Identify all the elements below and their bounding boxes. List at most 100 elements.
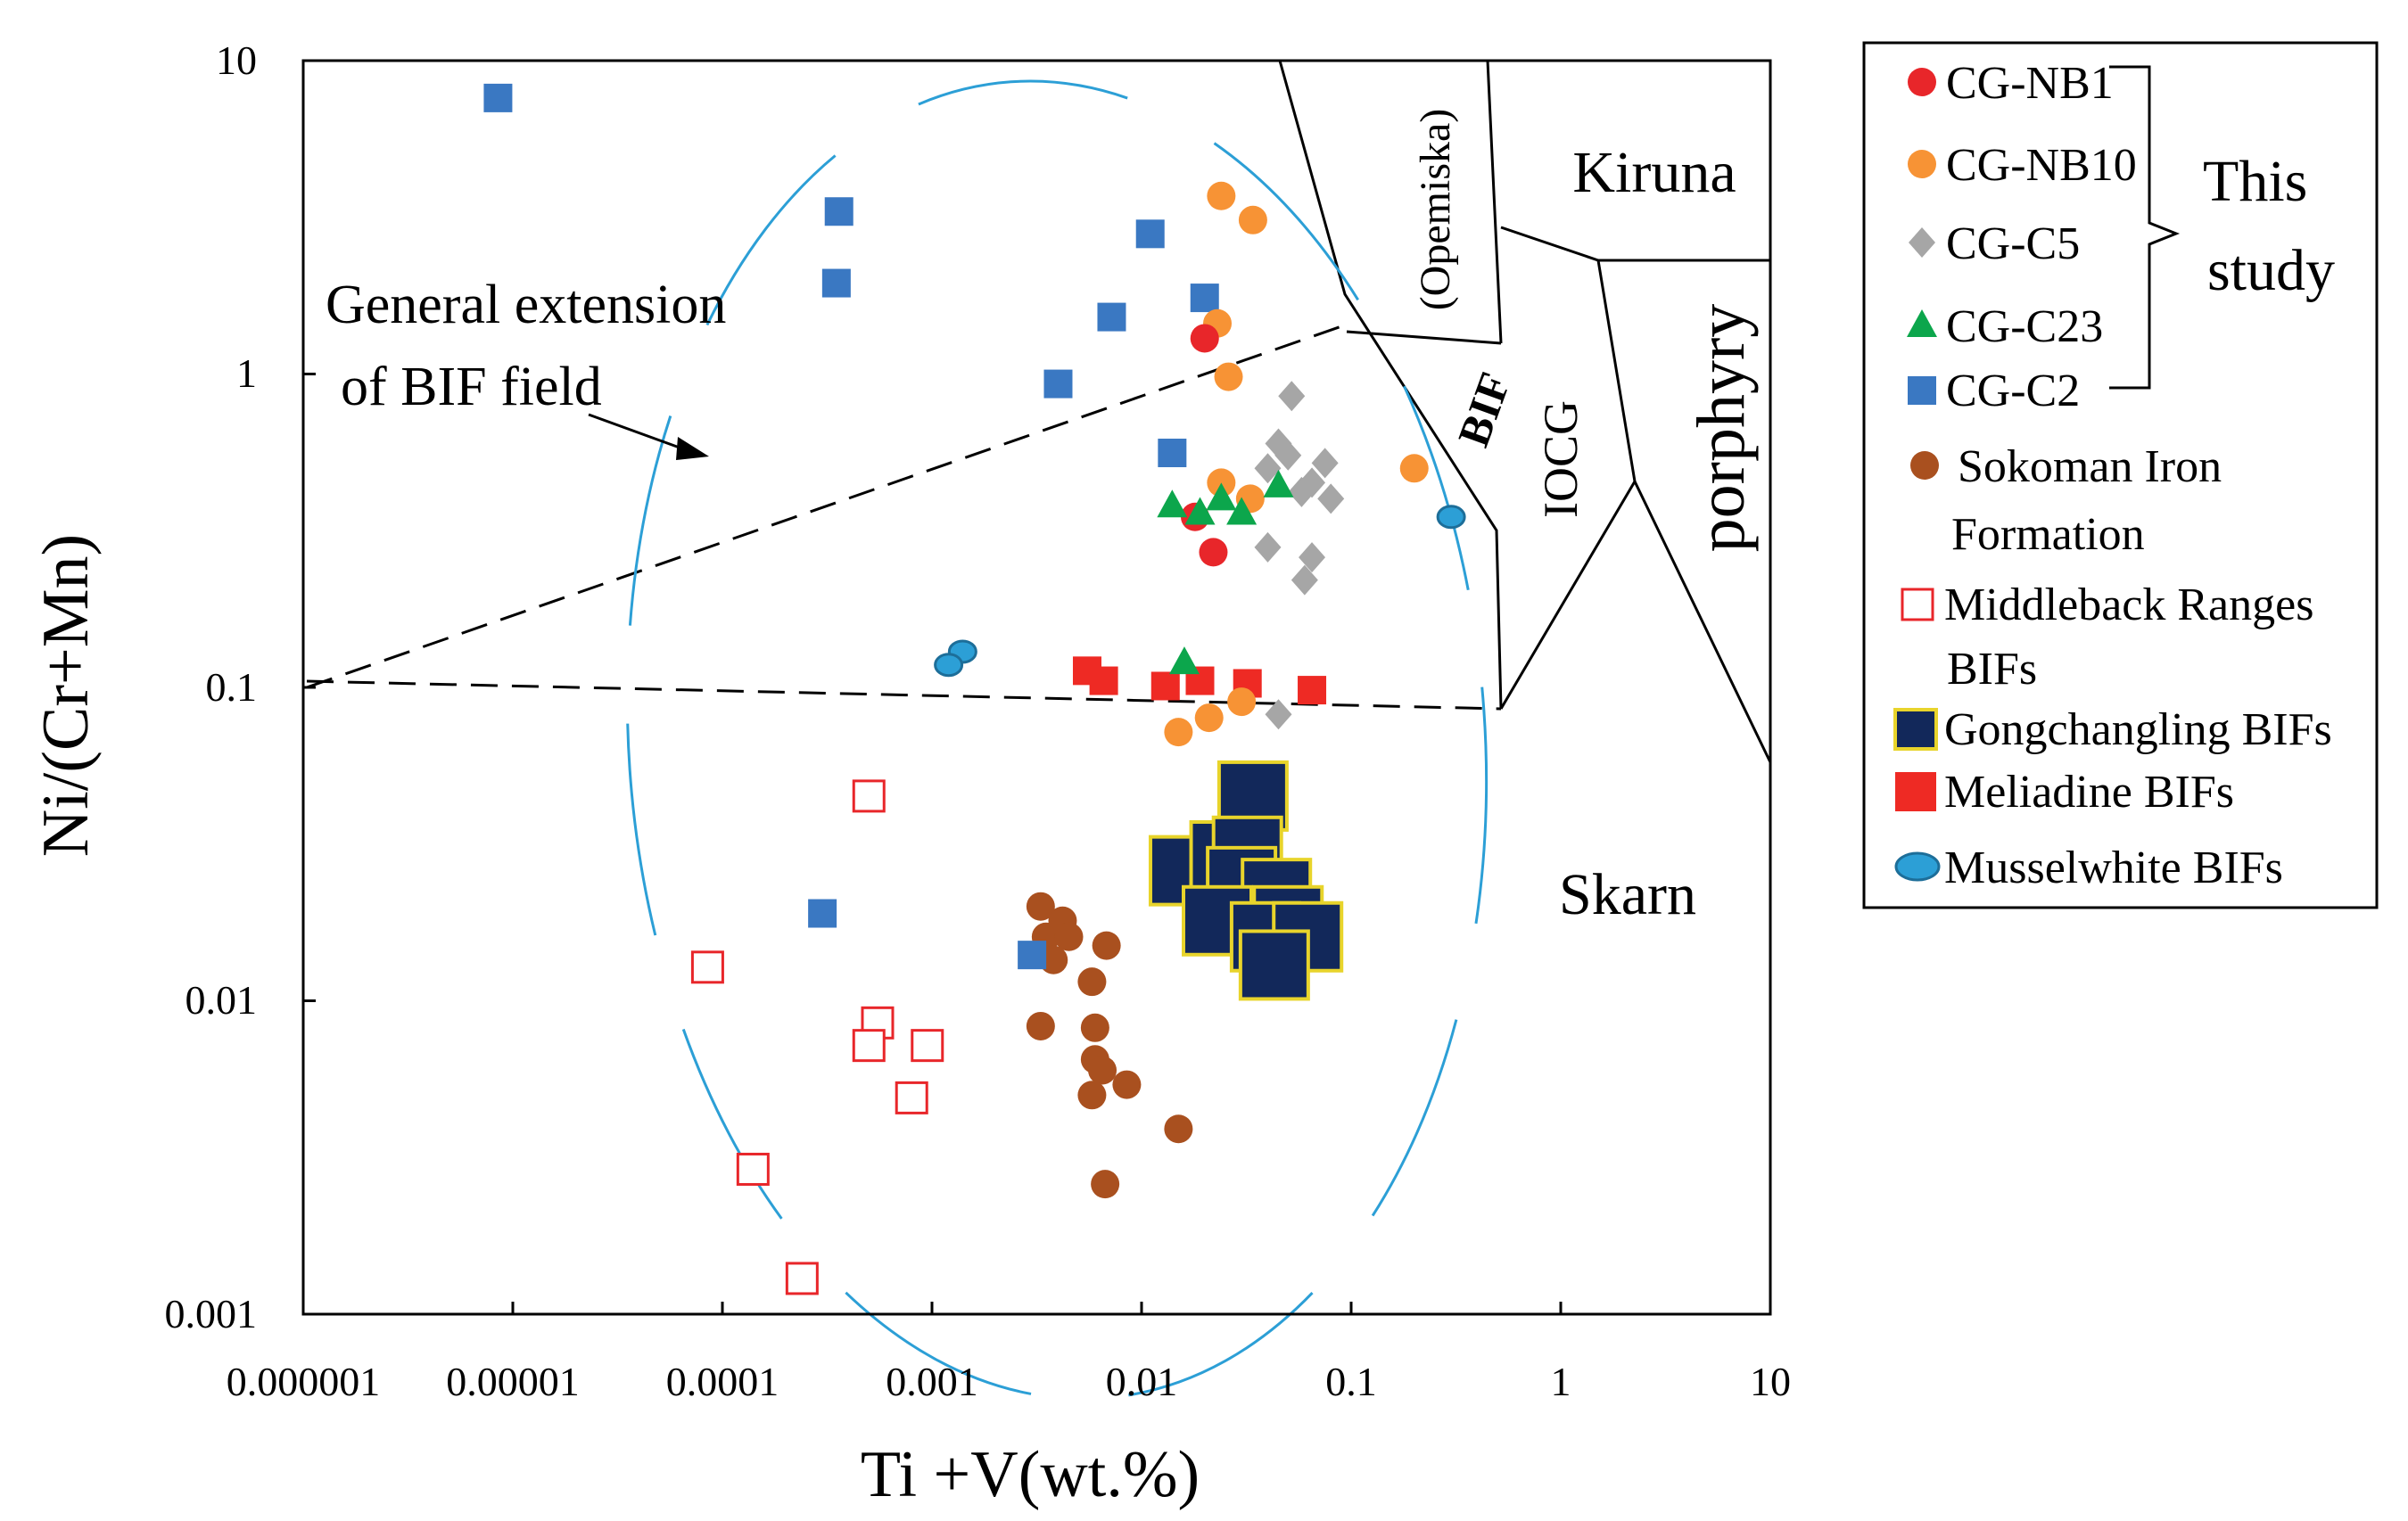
data-point <box>911 1029 944 1063</box>
data-point <box>1317 483 1345 514</box>
data-point <box>808 899 837 928</box>
data-point <box>1226 497 1258 525</box>
data-point <box>934 653 964 678</box>
region-label-porphyry: porphyry <box>1684 304 1759 553</box>
boundary-opemiska-left <box>1278 60 1503 710</box>
region-label-bif: BIF <box>1447 366 1520 452</box>
legend-frame <box>1862 41 2379 909</box>
data-point <box>1298 676 1327 705</box>
legend-symbol <box>1908 376 1936 405</box>
x-tick-label: 1 <box>1551 1359 1571 1404</box>
legend-symbol <box>1908 150 1936 178</box>
data-point <box>824 197 854 226</box>
data-point <box>1199 538 1228 567</box>
legend-symbol <box>1895 772 1936 811</box>
data-point <box>852 779 886 813</box>
data-point <box>1207 181 1236 210</box>
y-axis-title: Ni/(Cr+Mn) <box>29 534 103 857</box>
region-label-iocg: IOCG <box>1534 400 1587 518</box>
bif-upper-dashed-line <box>306 323 1348 689</box>
boundary-kiruna-bottom <box>1500 226 1770 262</box>
this-study-brace <box>2109 65 2181 390</box>
data-point <box>895 1081 928 1114</box>
legend-label: Meliadine BIFs <box>1944 767 2234 818</box>
data-point <box>1018 941 1047 970</box>
data-point <box>1164 1114 1193 1144</box>
legend-symbol <box>1893 708 1938 751</box>
data-point <box>1184 497 1216 525</box>
data-point <box>1190 324 1219 353</box>
y-tick-label: 1 <box>236 350 257 396</box>
data-point <box>1254 531 1282 563</box>
y-tick-label: 0.01 <box>186 977 258 1023</box>
data-point <box>1190 284 1219 313</box>
region-label-kiruna: Kiruna <box>1572 140 1736 205</box>
legend-symbol <box>1909 227 1935 258</box>
boundary-opemiska-bottom <box>1346 330 1502 345</box>
data-point <box>1299 542 1326 573</box>
data-point <box>736 1152 770 1186</box>
legend-label: CG-C5 <box>1946 218 2080 269</box>
data-point <box>1194 703 1224 733</box>
data-point <box>1092 931 1121 960</box>
legend-labels: CG-NB1 CG-NB10 CG-C5 CG-C23 CG-C2 Sokoma… <box>1944 58 2332 893</box>
data-point <box>1026 1011 1055 1040</box>
boundary-porphyry <box>1499 481 1637 710</box>
data-point <box>1168 646 1200 675</box>
legend-symbol <box>1894 851 1941 882</box>
data-point <box>1227 687 1257 717</box>
legend-symbols <box>1893 68 1941 882</box>
legend-label: CG-C23 <box>1946 301 2103 352</box>
legend-label: Sokoman Iron Formation <box>1951 441 2222 560</box>
x-axis-title: Ti +V(wt.%) <box>861 1438 1200 1511</box>
data-point <box>1263 469 1294 497</box>
x-tick-label: 0.0001 <box>666 1359 779 1404</box>
legend-label: Middleback Ranges BIFs <box>1944 580 2313 695</box>
data-point <box>1265 699 1292 730</box>
data-point <box>1080 1013 1109 1042</box>
data-point <box>483 83 513 112</box>
legend-label: Gongchangling BIFs <box>1944 704 2332 755</box>
data-point <box>821 268 851 298</box>
data-point <box>1274 440 1302 471</box>
x-tick-label: 0.00001 <box>446 1359 580 1404</box>
data-point <box>1077 967 1107 997</box>
legend-symbol <box>1910 451 1939 480</box>
y-tick-label: 0.001 <box>165 1291 258 1336</box>
data-point <box>1214 362 1243 391</box>
data-point <box>690 950 724 984</box>
x-tick-label: 0.000001 <box>227 1359 381 1404</box>
data-point <box>1112 1070 1142 1099</box>
data-point <box>1278 381 1306 412</box>
data-point <box>785 1262 819 1295</box>
bif-extension-label: General extension of BIF field <box>326 275 740 417</box>
data-point <box>1311 448 1339 479</box>
axis-ticks <box>301 59 1772 1316</box>
x-tick-label: 0.01 <box>1106 1359 1178 1404</box>
legend-label: CG-NB10 <box>1946 140 2137 191</box>
bif-extension-ellipse <box>625 79 1489 1401</box>
data-point <box>1157 489 1188 518</box>
data-markers <box>483 83 1466 1295</box>
data-point <box>1089 666 1118 695</box>
y-tick-label: 10 <box>216 37 257 83</box>
data-point <box>852 1029 886 1063</box>
x-tick-label: 0.1 <box>1325 1359 1377 1404</box>
data-point <box>1164 718 1193 747</box>
data-point <box>1399 454 1429 483</box>
data-point <box>1088 1056 1117 1085</box>
region-label-skarn: Skarn <box>1559 862 1696 927</box>
legend-symbol <box>1908 68 1936 96</box>
legend-label: Musselwhite BIFs <box>1944 843 2283 893</box>
data-point <box>1291 564 1318 596</box>
data-point <box>1054 922 1084 951</box>
data-point <box>1043 369 1073 399</box>
data-point <box>1026 892 1055 921</box>
data-point <box>1150 671 1180 701</box>
y-tick-label: 0.1 <box>206 664 258 710</box>
legend: CG-NB1 CG-NB10 CG-C5 CG-C23 CG-C2 Sokoma… <box>1862 41 2379 909</box>
legend-symbol <box>1901 588 1934 621</box>
legend-label: CG-NB1 <box>1946 58 2114 109</box>
data-point <box>1299 467 1326 498</box>
